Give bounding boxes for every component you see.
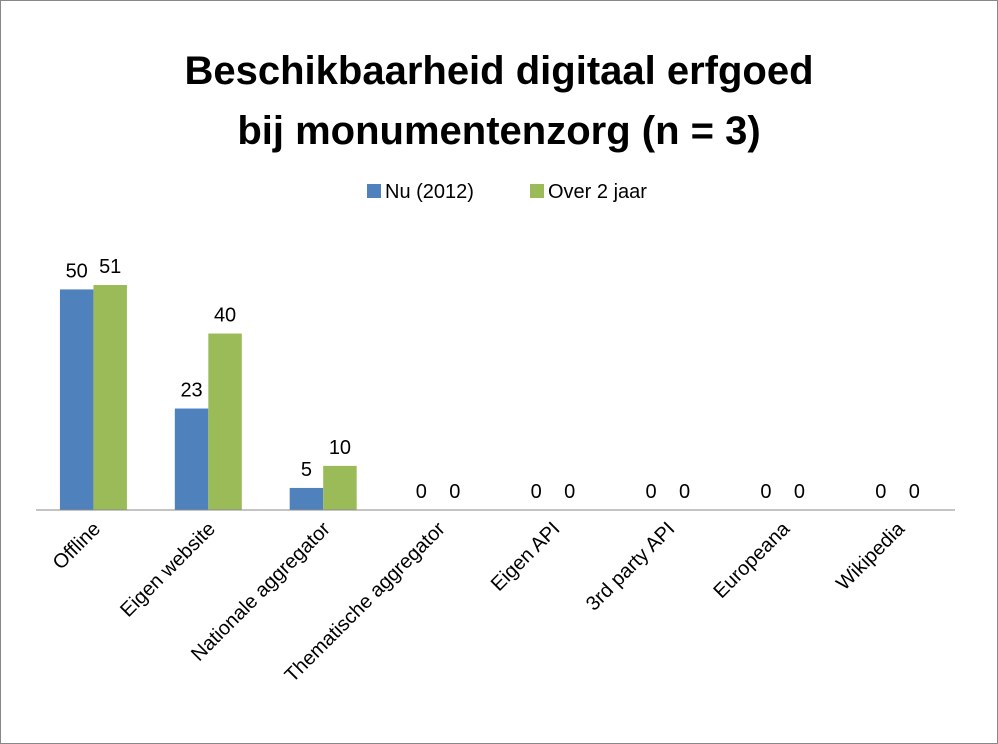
bar (323, 465, 357, 510)
data-label: 10 (329, 437, 351, 459)
legend-swatch (367, 184, 381, 198)
legend-label: Over 2 jaar (548, 181, 647, 203)
bar (59, 289, 94, 510)
data-label: 0 (531, 481, 542, 503)
data-label: 5 (301, 459, 312, 481)
legend-label: Nu (2012) (385, 181, 474, 203)
data-label: 0 (909, 481, 920, 503)
data-label: 0 (646, 481, 657, 503)
data-label: 0 (794, 481, 805, 503)
legend-swatch (530, 184, 544, 198)
data-label: 50 (66, 260, 88, 282)
chart-title: bij monumentenzorg (n = 3) (237, 109, 760, 153)
bar (174, 408, 209, 510)
bar (93, 285, 127, 510)
bar (208, 333, 242, 510)
data-label: 0 (449, 481, 460, 503)
data-label: 0 (875, 481, 886, 503)
chart-title: Beschikbaarheid digitaal erfgoed (184, 49, 813, 93)
data-label: 0 (679, 481, 690, 503)
data-label: 0 (564, 481, 575, 503)
data-label: 23 (180, 380, 202, 402)
data-label: 0 (760, 481, 771, 503)
data-label: 0 (416, 481, 427, 503)
data-label: 51 (99, 256, 121, 278)
bar (289, 487, 324, 510)
data-label: 40 (214, 305, 236, 327)
